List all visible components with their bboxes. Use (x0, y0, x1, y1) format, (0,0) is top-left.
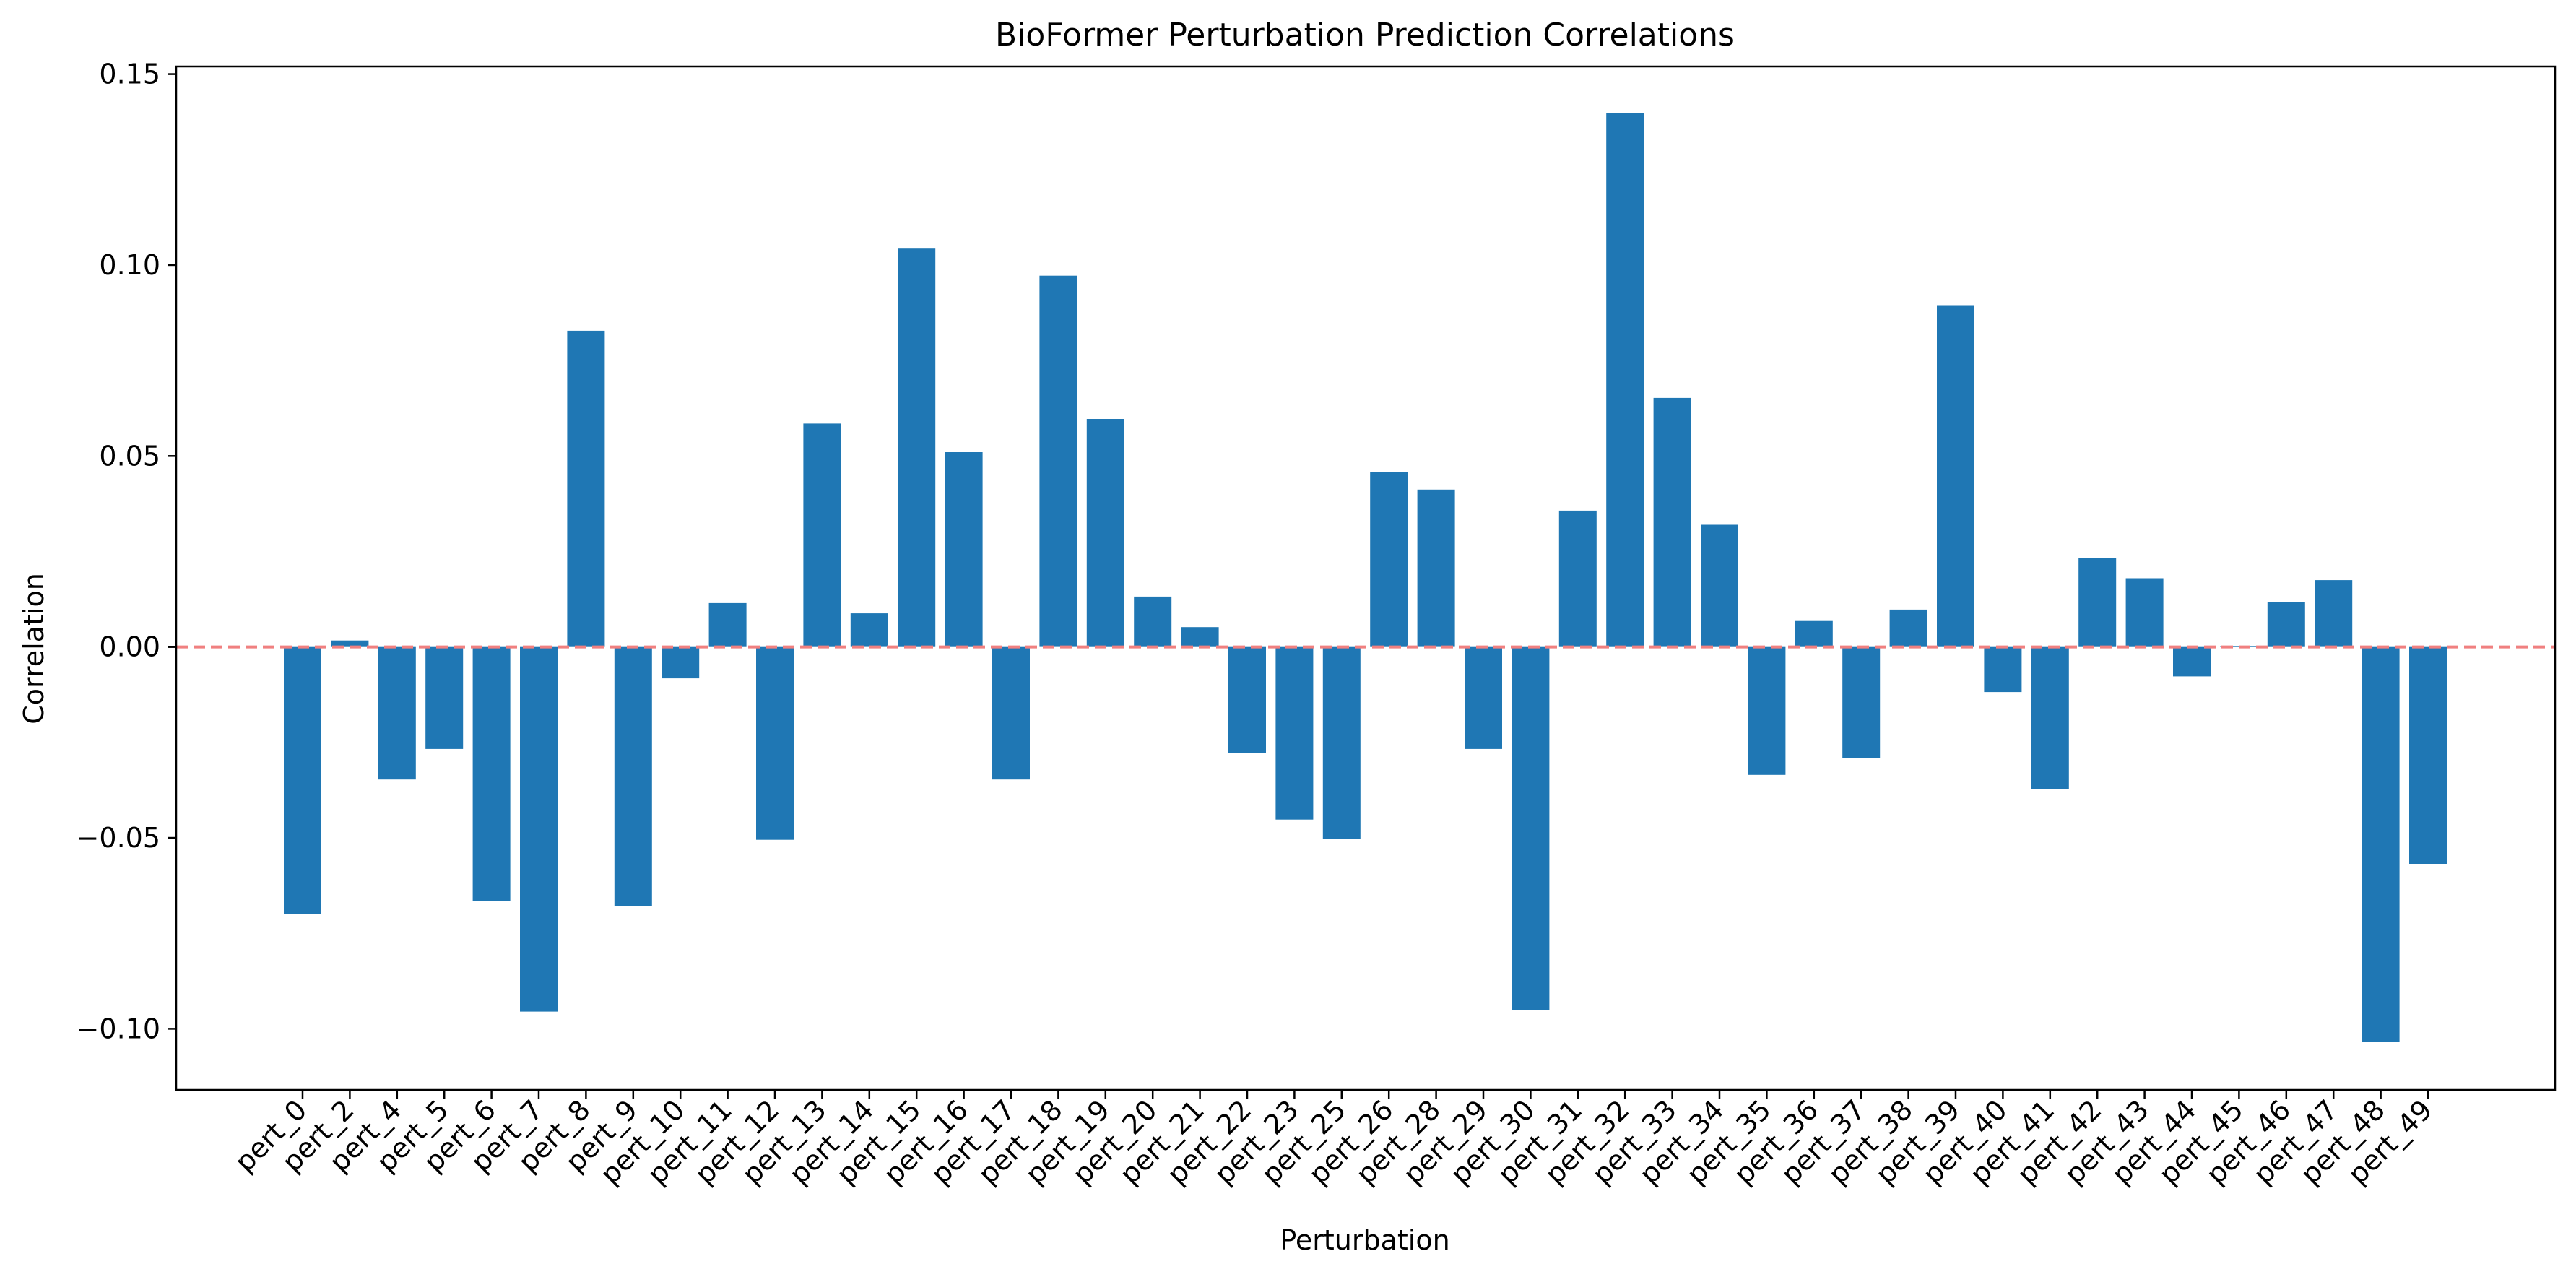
bar-pert_16 (945, 452, 983, 647)
bar-pert_12 (756, 646, 794, 840)
x-axis: pert_0pert_2pert_4pert_5pert_6pert_7pert… (229, 1090, 2438, 1190)
y-tick-label: 0.10 (99, 249, 160, 281)
bar-pert_25 (1322, 646, 1361, 839)
bar-pert_42 (2078, 558, 2117, 647)
bar-pert_31 (1558, 510, 1597, 647)
bar-pert_20 (1134, 596, 1172, 647)
bar-pert_17 (992, 646, 1030, 780)
y-axis-label: Correlation (18, 573, 50, 724)
bar-pert_46 (2267, 602, 2305, 647)
bar-pert_41 (2031, 646, 2069, 789)
bars-group (284, 113, 2447, 1042)
bar-pert_6 (472, 646, 511, 901)
bar-pert_30 (1512, 646, 1550, 1010)
y-tick-label: 0.00 (99, 631, 160, 663)
bar-pert_39 (1937, 305, 1974, 647)
bar-pert_29 (1465, 646, 1502, 749)
bar-pert_18 (1039, 275, 1077, 647)
bar-pert_15 (898, 248, 936, 647)
plot-area-frame (175, 65, 2557, 1091)
chart-title: BioFormer Perturbation Prediction Correl… (995, 17, 1735, 53)
bar-pert_40 (1984, 646, 2022, 693)
bar-pert_32 (1606, 113, 1644, 647)
bar-pert_47 (2315, 580, 2353, 647)
bar-pert_11 (708, 602, 747, 647)
bar-pert_14 (850, 613, 888, 647)
bar-pert_2 (331, 640, 369, 647)
bar-pert_34 (1701, 524, 1738, 647)
bar-pert_33 (1653, 397, 1691, 647)
bar-pert_36 (1795, 620, 1833, 647)
bar-pert_7 (520, 646, 558, 1012)
y-tick-label: 0.15 (99, 59, 160, 90)
bar-pert_5 (425, 646, 464, 749)
bar-pert_23 (1275, 646, 1314, 820)
bar-pert_37 (1842, 646, 1881, 758)
bar-pert_10 (662, 646, 700, 679)
bar-pert_26 (1370, 472, 1408, 647)
bar-pert_21 (1181, 627, 1219, 647)
y-axis: −0.10 −0.05 0.00 0.05 0.10 0.15 (77, 59, 176, 1044)
bar-pert_48 (2362, 646, 2400, 1042)
bar-pert_19 (1086, 419, 1124, 647)
bar-pert_9 (614, 646, 652, 906)
y-tick-label: −0.10 (77, 1013, 160, 1044)
bar-pert_38 (1889, 609, 1927, 647)
bar-pert_13 (803, 423, 841, 647)
y-tick-label: 0.05 (99, 440, 160, 472)
y-tick-label: −0.05 (77, 822, 160, 854)
bar-pert_28 (1417, 489, 1455, 647)
bar-pert_4 (378, 646, 416, 780)
bar-pert_0 (284, 646, 321, 914)
bar-pert_35 (1748, 646, 1786, 775)
bar-pert_22 (1228, 646, 1266, 753)
bar-pert_43 (2125, 578, 2164, 647)
bar-pert_8 (567, 330, 605, 647)
bar-pert_49 (2409, 646, 2447, 864)
x-axis-label: Perturbation (1280, 1224, 1449, 1256)
bar-pert_44 (2173, 646, 2211, 677)
